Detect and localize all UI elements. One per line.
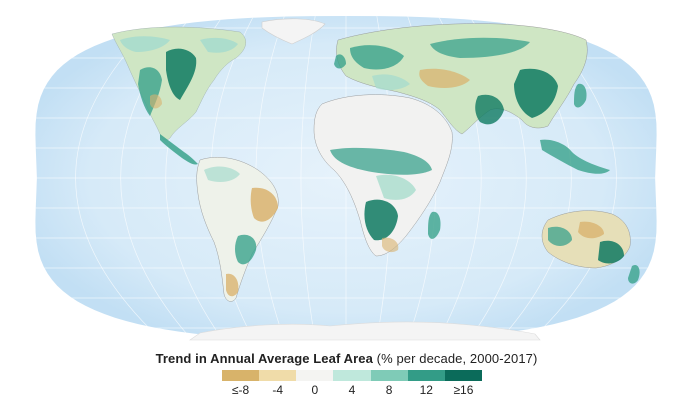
japan bbox=[574, 83, 587, 108]
central-america bbox=[160, 134, 198, 165]
legend-tick-label: -4 bbox=[272, 383, 284, 397]
south-america bbox=[196, 157, 279, 302]
southeast-asia bbox=[540, 139, 610, 174]
legend-swatch bbox=[333, 370, 371, 381]
africa bbox=[313, 94, 453, 257]
legend-swatch bbox=[259, 370, 297, 381]
legend-tick-label: 4 bbox=[348, 383, 356, 397]
eurasia bbox=[336, 23, 588, 135]
new-zealand bbox=[628, 264, 640, 284]
legend-swatch bbox=[444, 370, 482, 381]
north-america bbox=[111, 26, 246, 141]
legend-swatch bbox=[407, 370, 445, 381]
meridian-line bbox=[75, 16, 162, 340]
british-isles bbox=[334, 54, 346, 69]
legend-swatch bbox=[296, 370, 334, 381]
legend-tick-labels: ≤-8 -4 0 4 8 12 ≥16 bbox=[222, 383, 482, 399]
legend-color-bar bbox=[222, 370, 482, 381]
world-map bbox=[35, 16, 657, 341]
legend-swatch bbox=[370, 370, 408, 381]
madagascar bbox=[428, 211, 441, 239]
legend-title-units: (% per decade, 2000-2017) bbox=[376, 351, 538, 366]
map-canvas bbox=[35, 16, 657, 341]
legend-swatch bbox=[222, 370, 260, 381]
meridian-line bbox=[300, 16, 316, 340]
legend-tick-label: 12 bbox=[419, 383, 433, 397]
australia bbox=[541, 210, 631, 269]
greenland bbox=[261, 18, 326, 45]
legend-tick-label: 8 bbox=[385, 383, 393, 397]
antarctica bbox=[189, 321, 541, 341]
legend-title: Trend in Annual Average Leaf Area (% per… bbox=[0, 351, 693, 366]
legend-tick-label: 0 bbox=[311, 383, 319, 397]
legend-title-main: Trend in Annual Average Leaf Area bbox=[155, 351, 373, 366]
legend-tick-label: ≥16 bbox=[453, 383, 474, 397]
legend-tick-label: ≤-8 bbox=[231, 383, 250, 397]
